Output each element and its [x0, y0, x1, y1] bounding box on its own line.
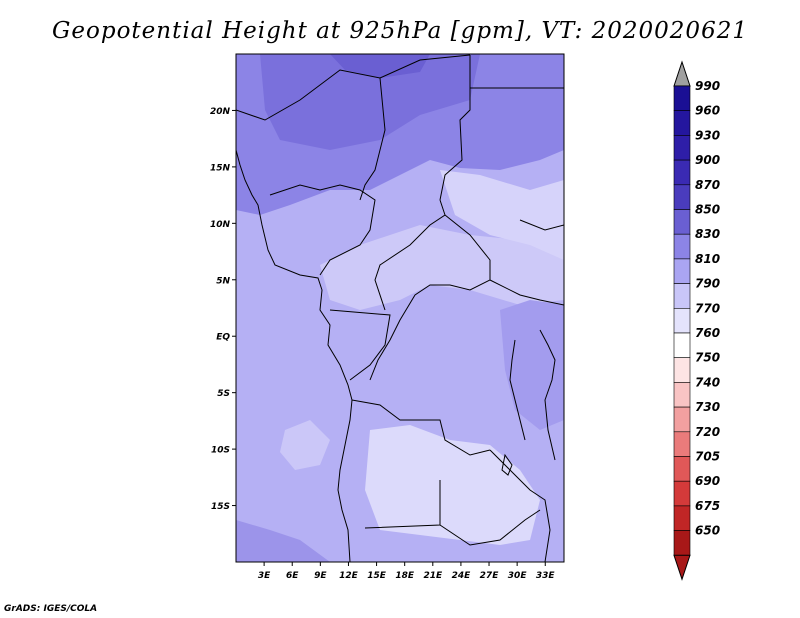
central-border-1 — [269, 184, 376, 276]
colorbar-label: 740 — [695, 375, 720, 389]
lon-label: 18E — [395, 571, 415, 581]
lat-label: 5N — [216, 276, 230, 286]
lon-label: 33E — [536, 571, 556, 581]
field-north-max — [260, 54, 480, 150]
colorbar-swatch — [673, 233, 691, 260]
lon-label: 9E — [314, 571, 327, 581]
colorbar-label: 850 — [695, 203, 720, 217]
colorbar-swatch — [673, 110, 691, 136]
east-lakes-2 — [539, 329, 556, 461]
colorbar-label: 930 — [695, 128, 720, 142]
colorbar-swatch — [673, 209, 691, 235]
lon-label: 24E — [452, 571, 472, 581]
lon-label: 12E — [339, 571, 359, 581]
colorbar-swatch — [673, 530, 691, 556]
chart-title: Geopotential Height at 925hPa [gpm], VT:… — [52, 18, 748, 44]
field-central-low — [320, 210, 564, 310]
field-east-band — [500, 300, 564, 430]
colorbar-label: 990 — [695, 79, 720, 93]
colorbar-swatch — [673, 431, 691, 457]
height-field — [236, 54, 564, 562]
lat-label: 15N — [210, 163, 231, 173]
colorbar-label: 720 — [695, 425, 720, 439]
lat-label: 10S — [211, 446, 230, 456]
lat-label: 10N — [210, 220, 231, 230]
colorbar-label: 960 — [695, 104, 720, 118]
colorbar-label: 760 — [695, 326, 720, 340]
lon-label: 15E — [367, 571, 387, 581]
field-ocean-patch — [280, 420, 330, 470]
colorbar-label: 690 — [695, 474, 720, 488]
south-border-1 — [351, 399, 491, 456]
lon-label: 3E — [258, 571, 271, 581]
colorbar-swatch — [673, 307, 691, 334]
field-north-peak — [330, 54, 430, 78]
colorbar-swatch — [673, 283, 691, 309]
colorbar-label: 810 — [695, 252, 720, 266]
longitude-axis: 3E 6E 9E 12E 15E 18E 21E 24E 27E 30E 33E — [258, 562, 556, 581]
colorbar-swatch — [673, 184, 691, 210]
colorbar-swatch — [673, 406, 691, 433]
lon-label: 21E — [423, 571, 443, 581]
colorbar-swatch — [673, 456, 691, 482]
colorbar-label: 770 — [695, 301, 720, 315]
credit-text: GrADS: IGES/COLA — [4, 604, 98, 614]
colorbar-swatch — [673, 382, 691, 408]
north-border-3 — [439, 55, 471, 201]
lon-label: 27E — [480, 571, 500, 581]
lat-label: 15S — [211, 502, 230, 512]
colorbar-swatch — [673, 258, 691, 284]
east-lakes — [509, 339, 526, 441]
colorbar-top-arrow — [673, 60, 691, 87]
lon-label: 30E — [508, 571, 528, 581]
colorbar-label: 790 — [695, 277, 720, 291]
latitude-axis: 20N 15N 10N 5N EQ 5S 10S 15S — [210, 107, 236, 512]
colorbar-label: 830 — [695, 227, 720, 241]
colorbar-label: 705 — [695, 450, 720, 464]
central-border-5 — [329, 309, 391, 381]
north-border-1 — [236, 54, 471, 121]
colorbar-label: 730 — [695, 400, 720, 414]
lat-label: 20N — [210, 107, 231, 117]
colorbar-label: 900 — [695, 153, 720, 167]
colorbar-bottom-arrow — [673, 554, 691, 581]
colorbar-swatch — [673, 332, 691, 359]
east-border — [519, 219, 564, 231]
coastlines-and-borders — [236, 54, 564, 562]
field-southwest-high — [236, 520, 330, 562]
colorbar-label: 870 — [695, 178, 720, 192]
central-border-4 — [489, 279, 564, 306]
colorbar-label: 675 — [695, 499, 720, 513]
colorbar-swatch — [673, 85, 691, 112]
south-border-3 — [439, 509, 541, 546]
colorbar-swatch — [673, 505, 691, 531]
colorbar: 990 960 930 900 870 850 830 810 790 770 760 750 740 7… — [673, 60, 720, 581]
field-southern-low — [365, 425, 540, 545]
colorbar-label: 750 — [695, 351, 720, 365]
central-border-3 — [369, 214, 491, 381]
colorbar-swatch — [673, 480, 691, 507]
south-east-border — [489, 449, 551, 562]
colorbar-swatch — [673, 357, 691, 383]
lat-label: EQ — [216, 333, 230, 343]
map-frame — [235, 53, 565, 563]
field-central-low-2 — [440, 170, 564, 260]
colorbar-swatch — [673, 135, 691, 161]
lake-outline — [501, 453, 513, 476]
colorbar-label: 650 — [695, 524, 720, 538]
north-border-2 — [359, 77, 386, 201]
colorbar-swatch — [673, 159, 691, 186]
lat-label: 5S — [217, 389, 230, 399]
lon-label: 6E — [286, 571, 299, 581]
west-coastline — [236, 149, 353, 562]
